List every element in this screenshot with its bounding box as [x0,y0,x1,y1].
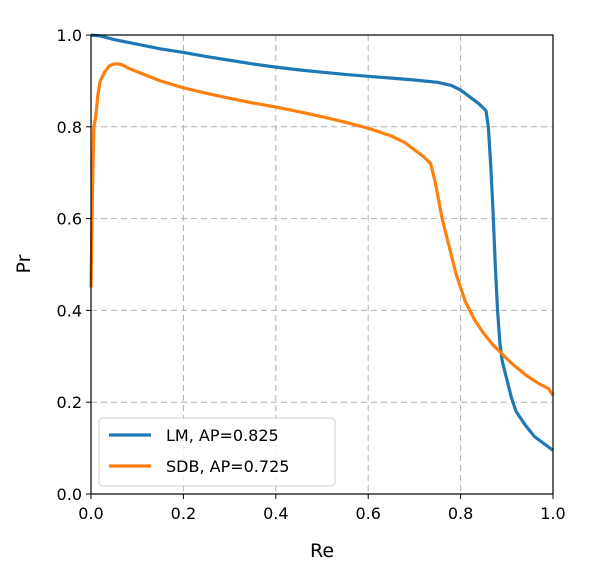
y-tick-label: 0.4 [57,301,82,320]
series-group [89,33,555,452]
legend-box [98,417,336,487]
x-tick-label: 0.4 [263,504,288,523]
y-tick-label: 0.8 [57,118,82,137]
y-tick-label: 0.2 [57,393,82,412]
y-tick-label: 0.0 [57,485,82,504]
x-tick-label: 0.8 [448,504,473,523]
plot-frame [90,34,554,495]
x-tick-label: 0.6 [355,504,380,523]
x-tick-label: 1.0 [540,504,565,523]
legend-label-lm: LM, AP=0.825 [166,426,279,445]
legend-label-sdb: SDB, AP=0.725 [166,457,289,476]
axis-ticks: 0.0 0.2 0.4 0.6 0.8 1.0 0.0 0.2 0.4 0.6 0.8 1.0 [57,26,566,523]
legend: LM, AP=0.825 SDB, AP=0.725 [98,417,336,487]
y-tick-label: 1.0 [57,26,82,45]
y-axis-title: Pr [13,254,35,273]
x-axis-title: Re [310,540,334,562]
series-line-sdb [89,62,555,397]
y-tick-label: 0.6 [57,210,82,229]
x-tick-label: 0.0 [78,504,103,523]
series-line-lm [90,33,554,452]
x-tick-label: 0.2 [171,504,196,523]
